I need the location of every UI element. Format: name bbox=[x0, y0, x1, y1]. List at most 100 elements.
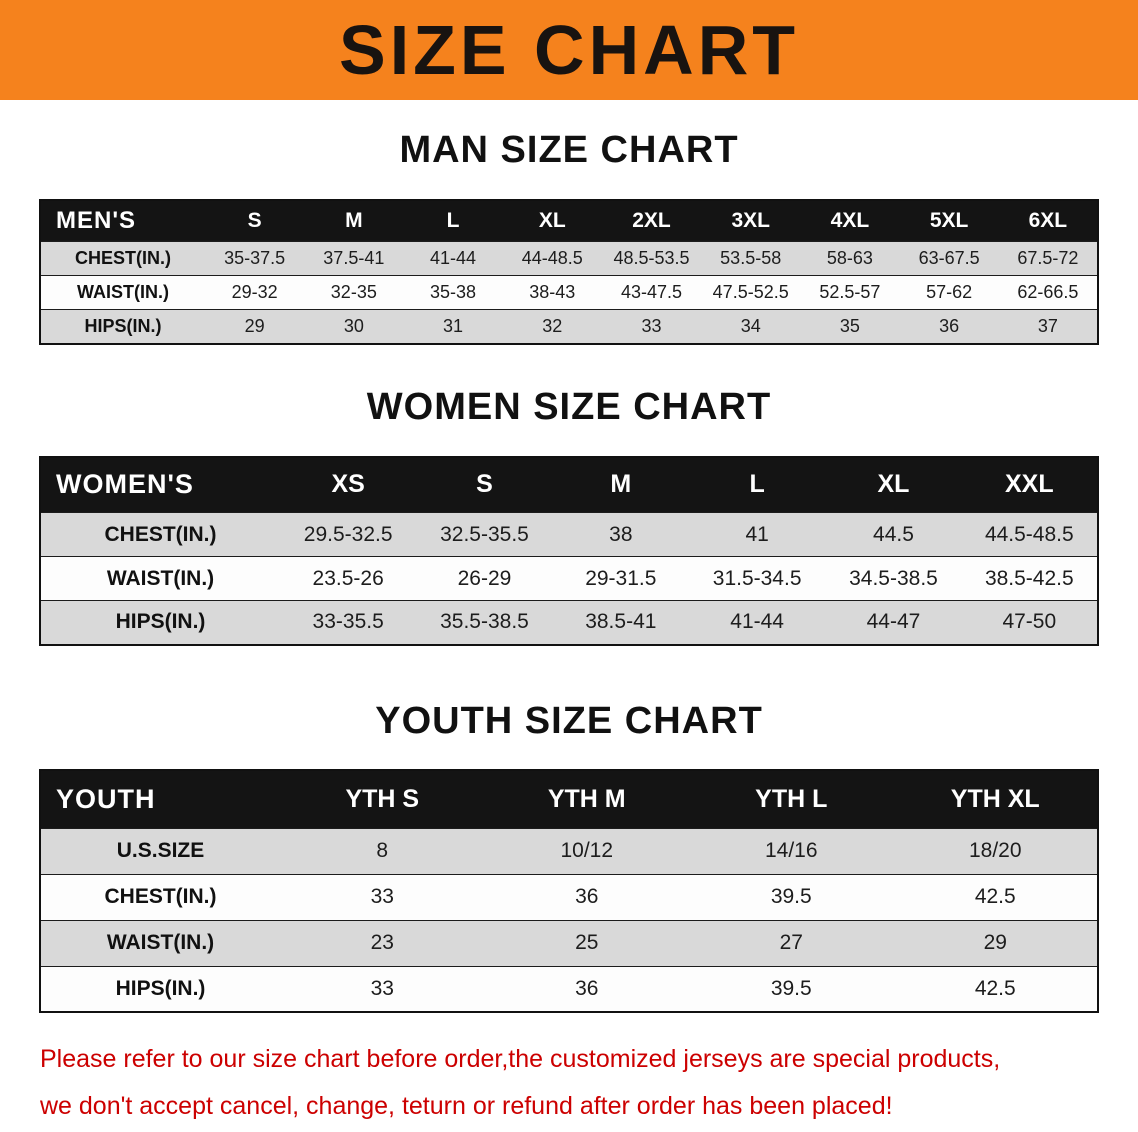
size-value-cell: 36 bbox=[575, 885, 599, 909]
size-value-cell: 39.5 bbox=[770, 977, 812, 1001]
size-value-cell: 18/20 bbox=[968, 839, 1022, 863]
size-value-cell: 37.5-41 bbox=[323, 248, 385, 269]
size-value-cell: 48.5-53.5 bbox=[613, 248, 690, 269]
size-value-cell: 29 bbox=[244, 316, 265, 337]
size-header-cell: S bbox=[476, 470, 493, 499]
size-value-cell: 57-62 bbox=[926, 282, 973, 303]
size-header-cell: 6XL bbox=[1028, 209, 1068, 233]
size-value-cell: 34.5-38.5 bbox=[849, 566, 938, 590]
size-value-cell: 32 bbox=[542, 316, 563, 337]
size-value-cell: 30 bbox=[343, 316, 364, 337]
measurement-row: CHEST(IN.) 33 36 39.5 42.5 bbox=[40, 874, 1098, 921]
size-value-cell: 27 bbox=[779, 931, 803, 955]
table-title-cell: WOMEN'S bbox=[56, 469, 194, 500]
charts-container: MAN SIZE CHART MEN'S S M L XL 2XL 3XL 4XL 5XL 6XL C… bbox=[0, 129, 1138, 1014]
size-value-cell: 38.5-42.5 bbox=[984, 566, 1074, 590]
size-value-cell: 44-48.5 bbox=[521, 248, 583, 269]
size-value-cell: 52.5-57 bbox=[819, 282, 881, 303]
measurement-label: U.S.SIZE bbox=[116, 839, 205, 863]
size-value-cell: 23 bbox=[370, 931, 394, 955]
size-header-row: MEN'S S M L XL 2XL 3XL 4XL 5XL 6XL bbox=[40, 199, 1098, 242]
size-value-cell: 41 bbox=[745, 522, 769, 546]
disclaimer-line-2: we don't accept cancel, change, teturn o… bbox=[40, 1091, 893, 1120]
women-size-chart-section: WOMEN SIZE CHART WOMEN'S XS S M L XL XXL CHEST(I… bbox=[0, 385, 1138, 646]
size-value-cell: 44-47 bbox=[866, 610, 921, 634]
size-value-cell: 41-44 bbox=[430, 248, 477, 269]
size-value-cell: 8 bbox=[376, 839, 389, 863]
size-value-cell: 33 bbox=[370, 885, 394, 909]
size-value-cell: 35-38 bbox=[430, 282, 477, 303]
size-value-cell: 38.5-41 bbox=[585, 610, 657, 634]
measurement-row: WAIST(IN.) 23.5-26 26-29 29-31.5 31.5-34.5 34… bbox=[40, 556, 1098, 601]
size-value-cell: 67.5-72 bbox=[1017, 248, 1079, 269]
measurement-row: U.S.SIZE 8 10/12 14/16 18/20 bbox=[40, 828, 1098, 875]
size-header-cell: XS bbox=[331, 470, 365, 499]
measurement-label: CHEST(IN.) bbox=[104, 522, 217, 546]
measurement-label: HIPS(IN.) bbox=[115, 610, 206, 634]
size-header-cell: YTH L bbox=[755, 785, 828, 814]
table-title-cell: YOUTH bbox=[56, 784, 156, 815]
youth-section-heading: YOUTH SIZE CHART bbox=[375, 699, 763, 742]
size-value-cell: 42.5 bbox=[974, 885, 1016, 909]
size-header-cell: YTH XL bbox=[950, 785, 1040, 814]
size-header-cell: XXL bbox=[1005, 470, 1054, 499]
size-value-cell: 35 bbox=[839, 316, 860, 337]
women-section-heading: WOMEN SIZE CHART bbox=[366, 385, 772, 428]
measurement-label: HIPS(IN.) bbox=[84, 316, 162, 337]
size-value-cell: 47-50 bbox=[1002, 610, 1057, 634]
size-value-cell: 39.5 bbox=[770, 885, 812, 909]
size-value-cell: 36 bbox=[575, 977, 599, 1001]
size-value-cell: 58-63 bbox=[826, 248, 873, 269]
size-header-cell: S bbox=[247, 209, 262, 233]
size-value-cell: 29 bbox=[983, 931, 1007, 955]
measurement-row: HIPS(IN.) 33 36 39.5 42.5 bbox=[40, 966, 1098, 1013]
size-value-cell: 34 bbox=[740, 316, 761, 337]
size-value-cell: 33-35.5 bbox=[312, 610, 384, 634]
size-value-cell: 33 bbox=[370, 977, 394, 1001]
size-chart-banner: SIZE CHART bbox=[0, 0, 1138, 100]
youth-size-chart-section: YOUTH SIZE CHART YOUTH YTH S YTH M YTH L YTH … bbox=[0, 699, 1138, 1014]
size-value-cell: 31 bbox=[443, 316, 464, 337]
size-value-cell: 42.5 bbox=[974, 977, 1016, 1001]
size-header-row: YOUTH YTH S YTH M YTH L YTH XL bbox=[40, 770, 1098, 829]
measurement-row: HIPS(IN.) 33-35.5 35.5-38.5 38.5-41 41-44 44-… bbox=[40, 600, 1098, 645]
men-section-heading: MAN SIZE CHART bbox=[399, 129, 739, 171]
measurement-row: WAIST(IN.) 29-32 32-35 35-38 38-43 43-47.5 47.… bbox=[40, 275, 1098, 310]
size-header-cell: XL bbox=[538, 209, 566, 233]
size-value-cell: 38-43 bbox=[529, 282, 576, 303]
size-header-cell: M bbox=[610, 470, 632, 499]
page-title: SIZE CHART bbox=[339, 11, 799, 89]
size-header-cell: 2XL bbox=[632, 209, 671, 233]
size-value-cell: 26-29 bbox=[457, 566, 512, 590]
women-size-table: WOMEN'S XS S M L XL XXL CHEST(IN.) 29.5-32.5 32.5… bbox=[39, 455, 1099, 646]
size-value-cell: 10/12 bbox=[560, 839, 614, 863]
size-header-cell: 3XL bbox=[731, 209, 770, 233]
measurement-label: WAIST(IN.) bbox=[106, 566, 215, 590]
size-value-cell: 32.5-35.5 bbox=[440, 522, 529, 546]
size-header-cell: L bbox=[749, 470, 765, 499]
size-value-cell: 41-44 bbox=[730, 610, 784, 634]
measurement-row: CHEST(IN.) 29.5-32.5 32.5-35.5 38 41 44.5 44.5… bbox=[40, 512, 1098, 557]
size-value-cell: 44.5 bbox=[873, 522, 914, 546]
size-value-cell: 14/16 bbox=[764, 839, 818, 863]
size-value-cell: 47.5-52.5 bbox=[712, 282, 789, 303]
size-value-cell: 53.5-58 bbox=[720, 248, 782, 269]
size-value-cell: 38 bbox=[609, 522, 633, 546]
size-value-cell: 35.5-38.5 bbox=[440, 610, 529, 634]
size-header-cell: 4XL bbox=[830, 209, 870, 233]
size-value-cell: 35-37.5 bbox=[224, 248, 286, 269]
size-value-cell: 44.5-48.5 bbox=[984, 522, 1074, 546]
size-header-cell: YTH M bbox=[547, 785, 626, 814]
measurement-label: CHEST(IN.) bbox=[75, 248, 171, 269]
size-value-cell: 25 bbox=[575, 931, 599, 955]
size-value-cell: 36 bbox=[939, 316, 960, 337]
size-value-cell: 43-47.5 bbox=[620, 282, 683, 303]
size-value-cell: 29-32 bbox=[231, 282, 278, 303]
table-title-cell: MEN'S bbox=[56, 207, 137, 235]
size-header-cell: XL bbox=[877, 470, 910, 499]
measurement-row: CHEST(IN.) 35-37.5 37.5-41 41-44 44-48.5 48.5… bbox=[40, 241, 1098, 276]
youth-size-table: YOUTH YTH S YTH M YTH L YTH XL U.S.SIZE 8 10/12… bbox=[39, 769, 1099, 1014]
size-value-cell: 29.5-32.5 bbox=[303, 522, 393, 546]
disclaimer: Please refer to our size chart before or… bbox=[40, 1043, 1138, 1122]
